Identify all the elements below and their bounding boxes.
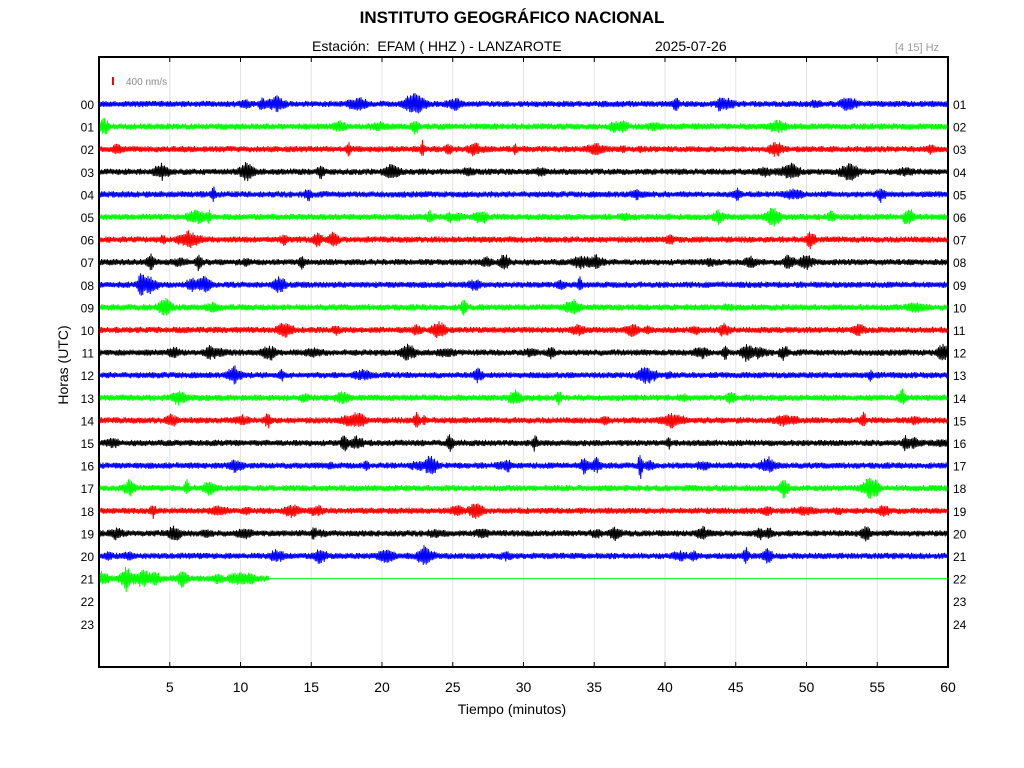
hour-label-left: 03 (81, 166, 95, 180)
hour-label-left: 12 (81, 369, 95, 383)
hour-label-right: 18 (953, 482, 967, 496)
hour-label-right: 01 (953, 98, 967, 112)
x-axis-label: Tiempo (minutos) (457, 701, 567, 717)
trace-hour-11 (99, 343, 948, 362)
trace-layer (99, 93, 948, 593)
hour-label-right: 04 (953, 166, 967, 180)
trace-hour-17 (99, 477, 948, 499)
hour-label-right: 11 (953, 324, 966, 338)
hour-label-left: 01 (81, 121, 95, 135)
trace-hour-01 (99, 118, 948, 135)
hour-label-right: 09 (953, 279, 967, 293)
hour-label-right: 10 (953, 301, 967, 315)
hour-label-right: 02 (953, 121, 967, 135)
x-tick-label: 30 (516, 679, 532, 695)
trace-hour-10 (99, 321, 948, 339)
hour-label-right: 21 (953, 550, 967, 564)
hour-label-left: 16 (81, 460, 95, 474)
x-tick-label: 60 (940, 679, 956, 695)
hour-label-right: 15 (953, 414, 967, 428)
hour-label-right: 24 (953, 618, 967, 632)
trace-hour-04 (99, 186, 948, 203)
trace-hour-13 (99, 388, 948, 406)
trace-hour-16 (99, 455, 948, 480)
hour-label-left: 10 (81, 324, 95, 338)
trace-hour-20 (99, 545, 948, 565)
hour-label-left: 00 (81, 98, 95, 112)
trace-hour-06 (99, 230, 948, 250)
trace-hour-02 (99, 139, 948, 157)
trace-hour-18 (99, 503, 948, 520)
trace-hour-00 (99, 93, 948, 114)
trace-hour-08 (99, 273, 948, 296)
hour-label-left: 17 (81, 482, 95, 496)
hour-label-left: 15 (81, 437, 95, 451)
station-label: Estación: EFAM ( HHZ ) - LANZAROTE (312, 38, 562, 54)
hour-label-right: 12 (953, 347, 967, 361)
hour-label-left: 21 (81, 573, 95, 587)
x-tick-label: 10 (233, 679, 249, 695)
trace-hour-14 (99, 411, 948, 429)
scale-bar-mark (112, 77, 114, 85)
hour-label-right: 20 (953, 527, 967, 541)
axis-layer: 5 10 15 20 25 30 35 40 45 50 55 60 00 01 02 03 04 05 06 07 0… (81, 57, 967, 695)
hour-label-left: 06 (81, 234, 95, 248)
x-tick-label: 50 (799, 679, 815, 695)
hour-label-left: 14 (81, 414, 95, 428)
trace-hour-09 (99, 298, 948, 316)
trace-hour-15 (99, 434, 948, 452)
hour-label-left: 13 (81, 392, 95, 406)
hour-label-right: 03 (953, 143, 967, 157)
x-tick-label: 40 (657, 679, 673, 695)
hour-label-left: 09 (81, 301, 95, 315)
hour-label-right: 07 (953, 234, 967, 248)
x-tick-label: 35 (586, 679, 602, 695)
x-tick-label: 5 (166, 679, 174, 695)
scale-bar-label: 400 nm/s (126, 77, 167, 88)
hour-label-right: 22 (953, 573, 967, 587)
hour-label-right: 16 (953, 437, 967, 451)
hour-label-left: 18 (81, 505, 95, 519)
hour-label-right: 06 (953, 211, 967, 225)
x-tick-label: 55 (869, 679, 885, 695)
hour-label-right: 05 (953, 188, 967, 202)
x-tick-label: 45 (728, 679, 744, 695)
filter-band-label: [4 15] Hz (895, 42, 940, 54)
trace-hour-05 (99, 207, 948, 227)
scale-bar: 400 nm/s (112, 77, 167, 88)
x-tick-label: 25 (445, 679, 461, 695)
hour-label-right: 13 (953, 369, 967, 383)
hour-label-right: 17 (953, 460, 967, 474)
hour-label-left: 07 (81, 256, 95, 270)
hour-label-left: 05 (81, 211, 95, 225)
grid-layer (169, 57, 878, 667)
date-label: 2025-07-26 (655, 38, 727, 54)
hour-label-right: 08 (953, 256, 967, 270)
hour-label-right: 14 (953, 392, 967, 406)
x-tick-label: 15 (303, 679, 319, 695)
hour-label-left: 23 (81, 618, 95, 632)
hour-label-right: 23 (953, 595, 967, 609)
trace-hour-12 (99, 365, 948, 385)
hour-label-left: 08 (81, 279, 95, 293)
trace-hour-21 (99, 566, 270, 593)
plot-frame (98, 56, 949, 668)
trace-hour-03 (99, 162, 948, 182)
hour-label-left: 04 (81, 188, 95, 202)
hour-label-right: 19 (953, 505, 967, 519)
trace-hour-07 (99, 253, 948, 272)
hour-label-left: 02 (81, 143, 95, 157)
hour-label-left: 22 (81, 595, 95, 609)
x-tick-label: 20 (374, 679, 390, 695)
hour-label-left: 20 (81, 550, 95, 564)
chart-title: INSTITUTO GEOGRÁFICO NACIONAL (359, 8, 665, 27)
trace-hour-19 (99, 525, 948, 542)
hour-label-left: 19 (81, 527, 95, 541)
hour-label-left: 11 (82, 347, 95, 361)
